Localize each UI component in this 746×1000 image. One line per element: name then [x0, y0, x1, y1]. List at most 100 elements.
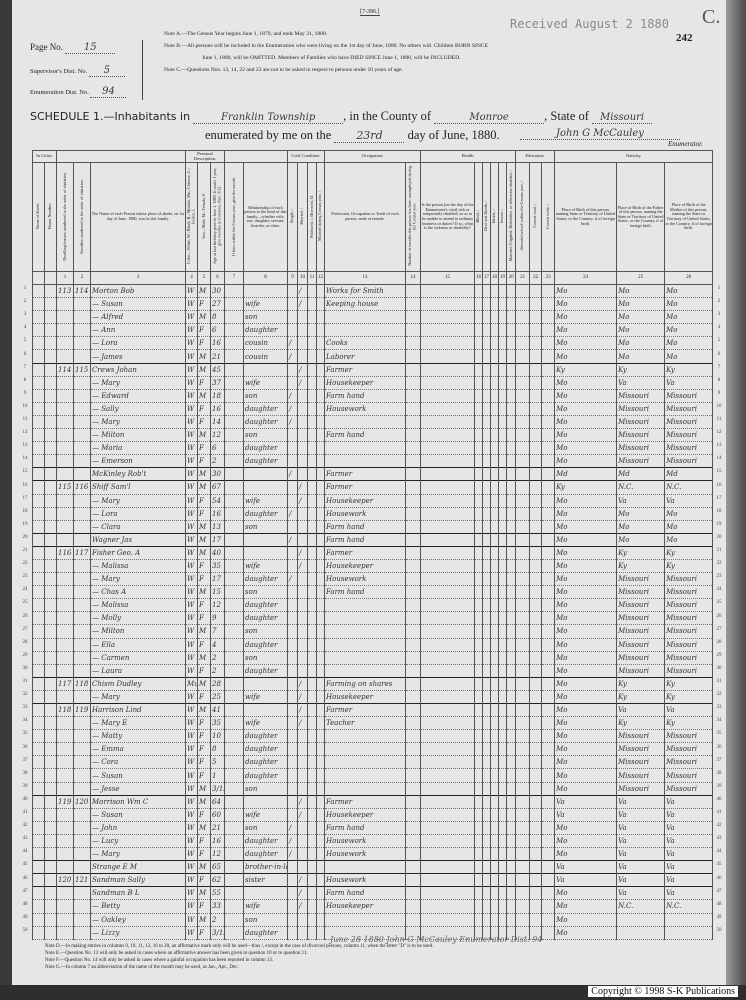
column-number [32, 271, 45, 285]
cell-empty [506, 375, 517, 390]
cell-empty [32, 611, 45, 626]
cell-occ: Farmer [324, 794, 407, 809]
cell-m [297, 611, 309, 626]
cell-sex: M [197, 310, 212, 325]
cell-empty [307, 702, 318, 718]
cell-s [287, 637, 299, 652]
cell-empty [420, 558, 476, 574]
cell-fpob: Va [616, 807, 666, 822]
cell-empty [307, 585, 318, 600]
cell-empty [44, 689, 57, 705]
cell-empty [529, 637, 543, 652]
cell-rel: daughter [243, 454, 289, 469]
cell-empty [482, 820, 492, 835]
cell-empty [316, 585, 326, 600]
line-number: 12 [716, 430, 722, 436]
cell-occ [324, 781, 407, 796]
cell-empty [307, 532, 318, 547]
cell-mpob: Missouri [664, 401, 714, 416]
cell-fam [73, 506, 91, 521]
cell-empty [316, 349, 326, 364]
cell-sex: F [197, 493, 212, 508]
line-number: 7 [23, 364, 27, 370]
cell-empty [224, 899, 245, 914]
cell-rel [243, 467, 289, 482]
line-number: 37 [22, 757, 28, 763]
cell-rel: daughter [243, 833, 289, 849]
cell-empty [420, 506, 476, 521]
cell-sex: M [197, 545, 212, 560]
cell-empty [420, 414, 476, 430]
cell-empty [529, 532, 543, 547]
cell-rel: sister [243, 873, 289, 888]
cell-name: — Matty [89, 729, 187, 744]
cell-empty [515, 441, 531, 456]
cell-empty [515, 820, 531, 835]
cell-empty [515, 729, 531, 744]
cell-color: Mu [185, 676, 199, 691]
cell-sex: F [197, 899, 212, 914]
cell-empty [498, 598, 508, 613]
cell-empty [32, 729, 45, 744]
cell-empty [506, 506, 517, 521]
cell-empty [506, 716, 517, 731]
cell-empty [490, 807, 500, 822]
cell-m [297, 388, 309, 403]
cell-empty [529, 611, 543, 626]
cell-pob: Mo [554, 611, 618, 626]
table-row: — Malissa W F 12 daughter Mo Missouri Missouri [32, 598, 714, 613]
cell-rel [243, 676, 289, 691]
cell-empty [541, 860, 556, 875]
cell-empty [541, 441, 556, 456]
cell-empty [44, 401, 57, 416]
cell-empty [490, 545, 500, 560]
cell-m: / [297, 886, 309, 901]
cell-empty [420, 388, 476, 403]
cell-empty [316, 506, 326, 521]
cell-mpob: Missouri [664, 781, 714, 796]
cell-fpob: Mo [616, 323, 666, 338]
cell-empty [224, 283, 245, 299]
cell-empty [490, 833, 500, 849]
cell-empty [529, 506, 543, 521]
cell-pob: Mo [554, 545, 618, 560]
cell-empty [482, 716, 492, 731]
cell-empty [405, 585, 422, 600]
cell-empty [44, 283, 57, 299]
cell-name: — Milton [89, 624, 187, 639]
cell-rel [243, 794, 289, 809]
cell-m [297, 310, 309, 325]
cell-empty [44, 598, 57, 613]
cell-empty [474, 847, 484, 862]
cell-occ: Farm hand [324, 428, 407, 443]
cell-occ [324, 441, 407, 456]
cell-empty [405, 650, 422, 665]
cell-empty [515, 506, 531, 521]
cell-empty [541, 362, 556, 377]
cell-empty [498, 716, 508, 731]
cell-empty [316, 742, 326, 757]
cell-empty [224, 545, 245, 560]
cell-empty [515, 833, 531, 849]
line-number: 17 [22, 495, 28, 501]
cell-empty [541, 349, 556, 364]
cell-sex: F [197, 768, 212, 783]
note-g: Note G.—In column 7 an abbreviation of t… [45, 965, 239, 970]
cell-rel: daughter [243, 401, 289, 416]
cell-empty [316, 807, 326, 822]
note-b: Note B.—All persons will be included in … [164, 43, 489, 49]
cell-mpob: Ky [664, 689, 714, 705]
cell-color: W [185, 310, 199, 325]
cell-empty [541, 323, 556, 338]
table-row: 115 116 Shiff Sam'l W M 67/Farmer Ky N.C. N.C. [32, 480, 714, 495]
cell-empty [482, 663, 492, 678]
cell-pob: Mo [554, 585, 618, 600]
table-row: — Edward W M 18 son / Farm hand Mo Missouri Misso… [32, 388, 714, 403]
table-row: — Alfred W M 8 son Mo Mo Mo [32, 310, 714, 325]
cell-mpob [664, 912, 714, 927]
cell-name: — Maria [89, 441, 187, 456]
cell-color: W [185, 650, 199, 665]
cell-empty [316, 283, 326, 299]
cell-empty [498, 297, 508, 312]
line-number: 46 [716, 875, 722, 881]
